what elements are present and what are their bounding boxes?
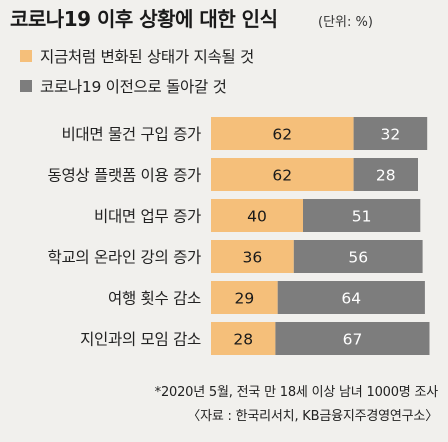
bar-value-label: 67 bbox=[343, 331, 363, 349]
legend-label-return: 코로나19 이전으로 돌아갈 것 bbox=[40, 78, 227, 96]
bar-return bbox=[277, 281, 425, 314]
bar-value-label: 32 bbox=[381, 126, 401, 144]
category-label: 학교의 온라인 강의 증가 bbox=[48, 249, 202, 267]
bar-maintain bbox=[211, 158, 354, 191]
bar-maintain bbox=[211, 322, 276, 355]
bar-return bbox=[275, 322, 430, 355]
bar-value-label: 64 bbox=[341, 290, 361, 308]
bar-value-label: 28 bbox=[233, 331, 253, 349]
bar-value-label: 36 bbox=[243, 249, 263, 267]
bar-value-label: 62 bbox=[272, 167, 292, 185]
note-source: 〈자료 : 한국리서치, KB금융지주경영연구소〉 bbox=[187, 409, 438, 424]
category-label: 비대면 업무 증가 bbox=[94, 208, 201, 226]
bar-value-label: 28 bbox=[376, 167, 396, 185]
category-label: 비대면 물건 구입 증가 bbox=[61, 126, 201, 144]
category-label: 지인과의 모임 감소 bbox=[80, 331, 201, 349]
bar-value-label: 40 bbox=[247, 208, 267, 226]
legend-label-maintain: 지금처럼 변화된 상태가 지속될 것 bbox=[40, 48, 254, 66]
legend-swatch-maintain bbox=[20, 50, 32, 62]
chart-title: 코로나19 이후 상황에 대한 인식 bbox=[10, 7, 277, 31]
bar-value-label: 51 bbox=[352, 208, 372, 226]
bar-maintain bbox=[211, 240, 294, 273]
bar-value-label: 56 bbox=[348, 249, 368, 267]
bar-maintain bbox=[211, 199, 303, 232]
category-label: 여행 횟수 감소 bbox=[108, 290, 201, 308]
category-label: 동영상 플랫폼 이용 증가 bbox=[48, 167, 202, 185]
bar-return bbox=[353, 117, 428, 150]
note-survey: *2020년 5월, 전국 만 18세 이상 남녀 1000명 조사 bbox=[155, 385, 439, 400]
bar-value-label: 62 bbox=[272, 126, 292, 144]
bar-return bbox=[293, 240, 423, 273]
legend-swatch-return bbox=[20, 80, 32, 92]
bar-value-label: 29 bbox=[234, 290, 254, 308]
bar-maintain bbox=[211, 281, 278, 314]
bar-return bbox=[303, 199, 421, 232]
chart-unit: (단위: %) bbox=[318, 15, 373, 30]
bar-maintain bbox=[211, 117, 354, 150]
bar-area: 비대면 물건 구입 증가 62 32 동영상 플랫폼 이용 증가 62 28 비대면 업무 … bbox=[48, 117, 430, 355]
bar-return bbox=[353, 158, 418, 191]
